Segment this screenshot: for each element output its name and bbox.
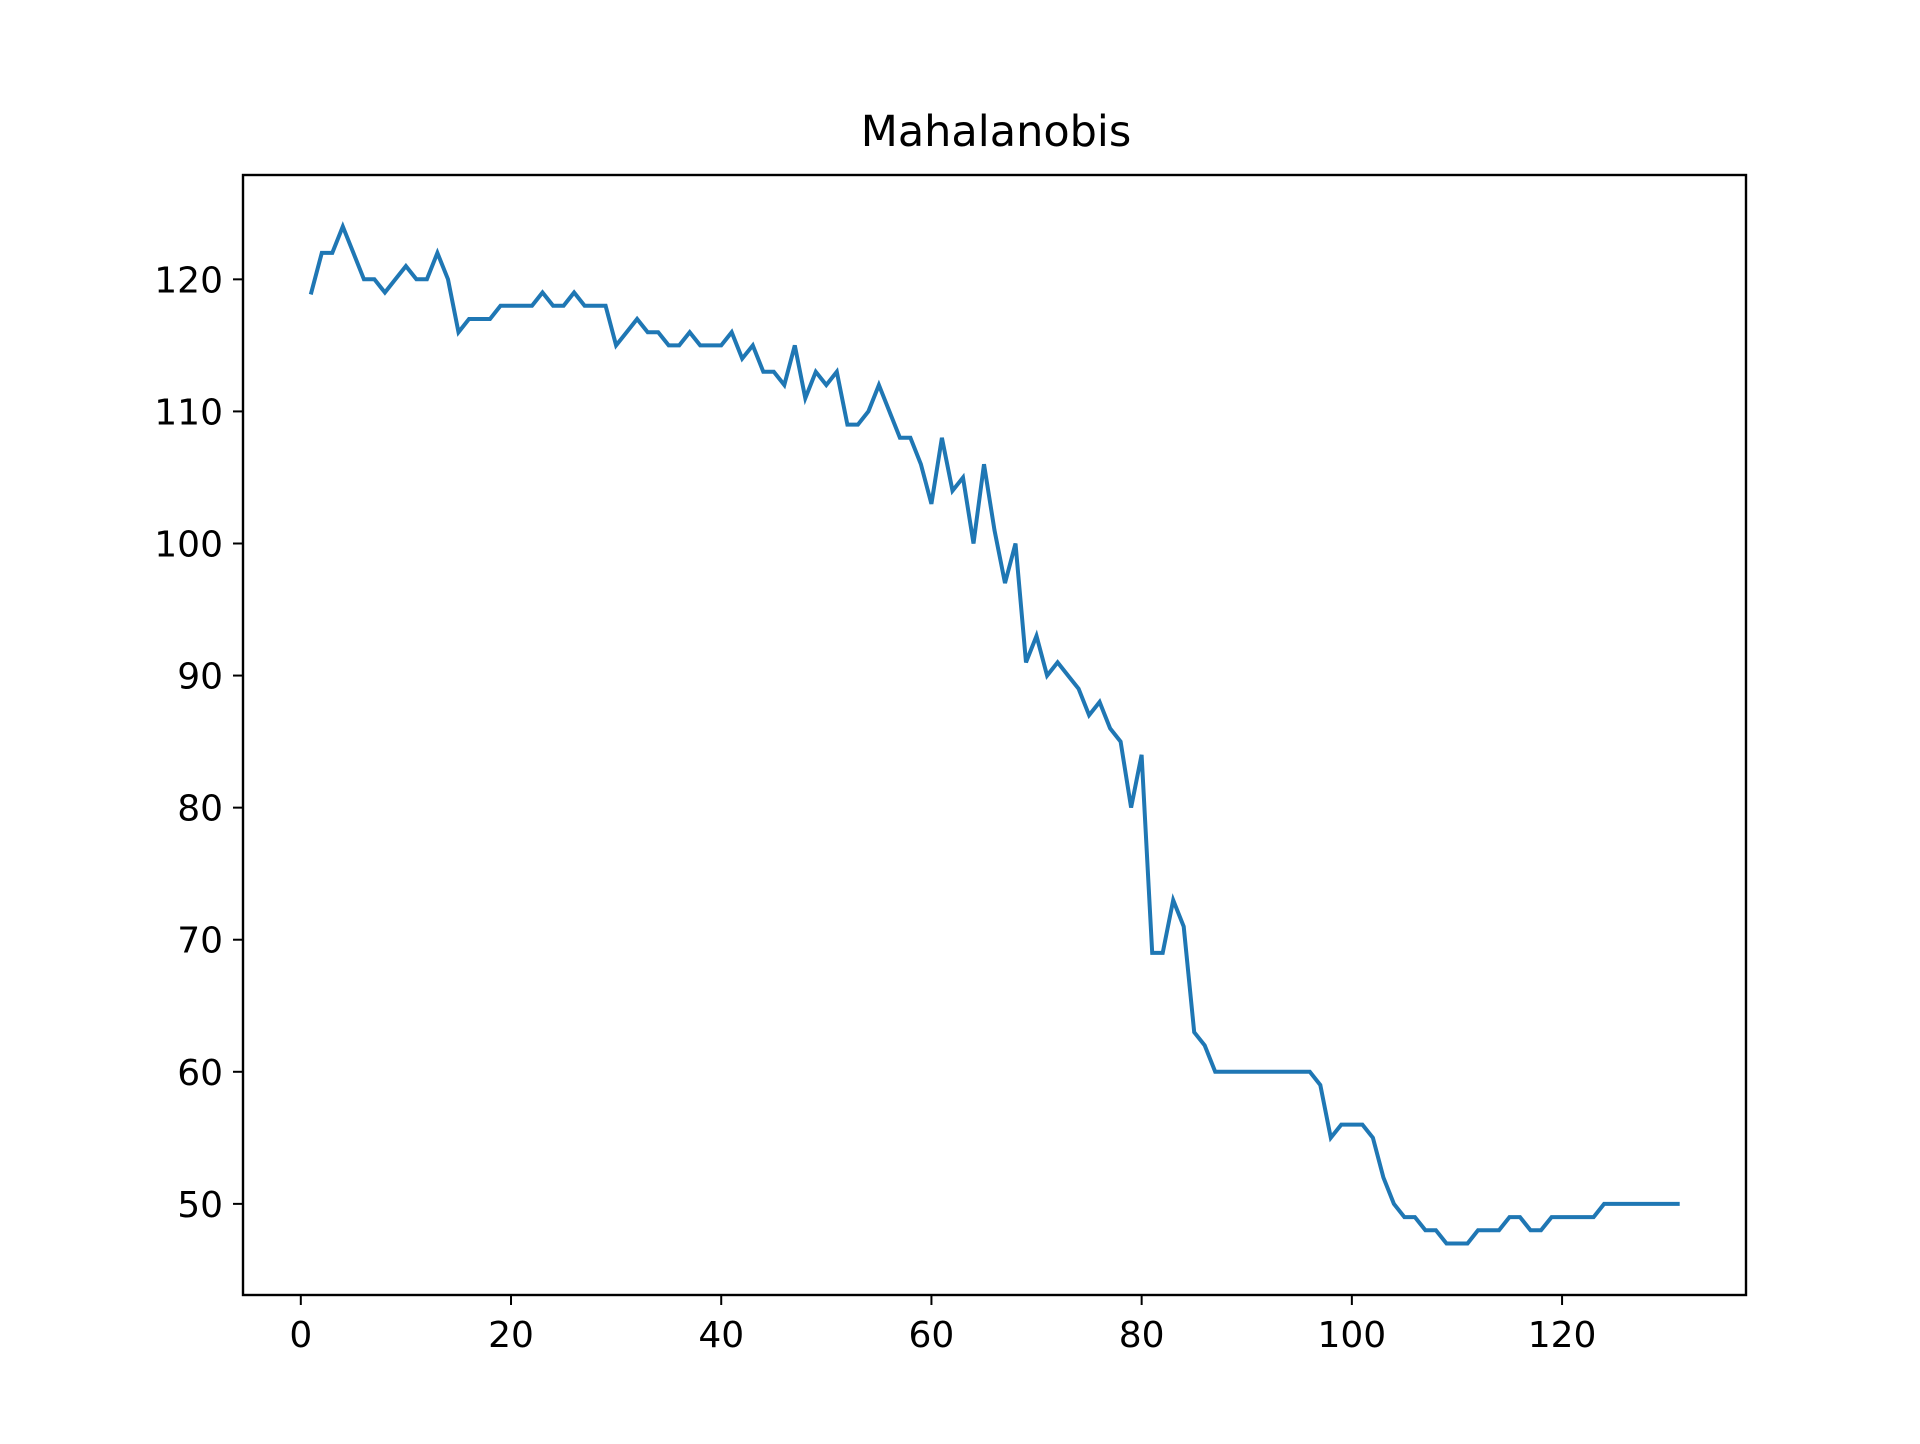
x-tick-label: 60 [909,1315,955,1356]
x-axis: 0 20 40 60 80 100 120 [289,1295,1596,1356]
x-tick-label: 40 [698,1315,744,1356]
y-tick-label: 110 [154,392,223,433]
y-tick-label: 100 [154,524,223,565]
y-axis: 50 60 70 80 90 100 110 120 [154,260,243,1226]
x-tick-label: 80 [1119,1315,1165,1356]
x-tick-label: 20 [488,1315,534,1356]
plot-area [308,221,1680,1246]
x-tick-label: 0 [289,1315,312,1356]
x-tick-label: 100 [1317,1315,1386,1356]
y-tick-label: 80 [177,789,223,830]
y-tick-label: 60 [177,1053,223,1094]
chart-title: Mahalanobis [861,107,1132,157]
plot-frame [241,173,1748,1297]
y-tick-label: 70 [177,921,223,962]
x-tick-label: 120 [1528,1315,1597,1356]
series-line-0 [308,221,1680,1246]
y-tick-label: 120 [154,260,223,301]
y-tick-label: 90 [177,657,223,698]
y-tick-label: 50 [177,1185,223,1226]
